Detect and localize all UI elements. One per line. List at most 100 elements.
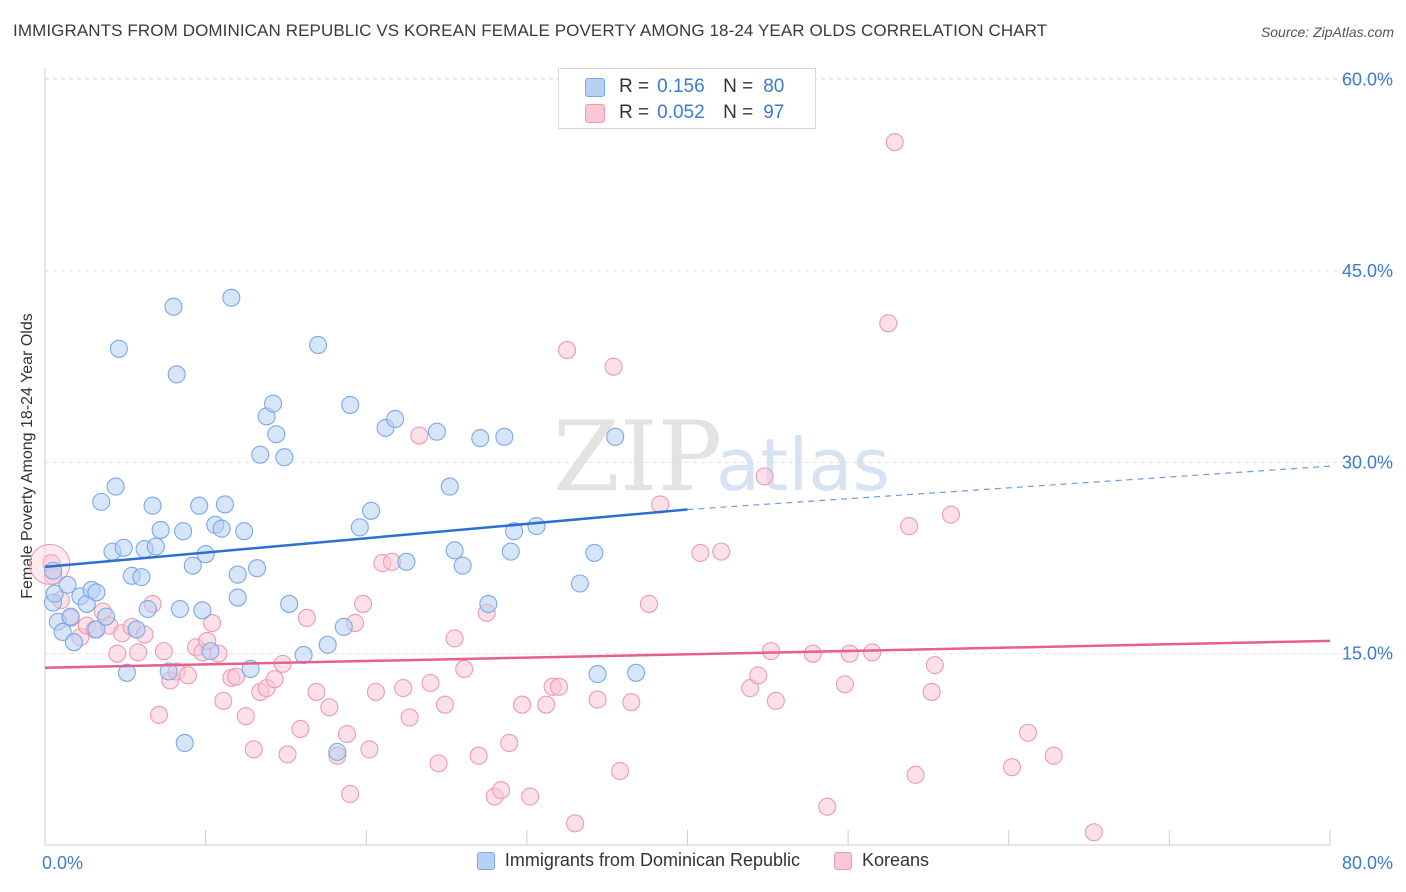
koreans-point [455,659,474,679]
koreans-point [761,642,781,661]
koreans-point [749,666,768,685]
dominican-point [350,518,369,537]
koreans-point [1002,758,1022,777]
dominican-point [275,448,294,467]
dominican-point [96,607,116,626]
dominican-point [87,583,106,602]
dominican-point [175,733,194,753]
dominican-point [341,395,360,414]
koreans-point [421,673,440,693]
dominican-point [151,520,170,539]
watermark-atlas: atlas [716,423,890,507]
dominican-point [362,501,381,520]
koreans-point [906,765,925,784]
dominican-point [427,422,446,441]
dominican-point [174,522,193,541]
r-value: 0.052 [657,102,705,123]
legend-item-dominican[interactable]: Immigrants from Dominican Republic [476,850,801,871]
stats-row-koreans: R = 0.052 N = 97 [585,101,784,125]
koreans-point [1018,723,1038,742]
koreans-point [879,314,898,333]
dominican-point [45,584,64,603]
trend-koreans [44,639,1331,669]
n-label: N = [723,102,754,123]
chart-title: IMMIGRANTS FROM DOMINICAN REPUBLIC VS KO… [13,21,1048,40]
dominican-point [228,565,247,584]
koreans-point [803,644,822,663]
koreans-point [129,643,148,662]
koreans-point [1084,823,1103,842]
koreans-point [885,133,904,152]
koreans-point [500,733,519,753]
koreans-point [863,643,882,662]
koreans-point [307,682,326,701]
koreans-point [203,614,222,633]
koreans-point [766,691,785,710]
legend-swatch-koreans [834,851,853,870]
koreans-point [154,642,173,661]
dominican-point [222,288,241,307]
koreans-point [840,644,859,663]
dominican-point [588,665,607,684]
koreans-point [394,679,413,698]
dominican-point [87,620,106,639]
r-label: R = [619,76,650,97]
koreans-point [604,357,623,376]
dominican-point [318,635,337,654]
dominican-point [328,742,347,761]
dominican-point [146,537,165,556]
koreans-point [410,426,429,445]
dominican-point [501,542,520,561]
n-value: 97 [763,102,785,123]
dominican-point [504,522,524,541]
koreans-point [366,682,385,701]
dominican-point [235,522,254,541]
koreans-point [227,667,246,686]
dominican-point [445,541,464,560]
r-value: 0.156 [657,76,705,97]
dominican-point [397,552,416,571]
dominican-point [61,607,80,626]
series-dominican [43,288,646,761]
koreans-point [337,724,357,744]
legend-label-dominican: Immigrants from Dominican Republic [504,850,801,870]
legend-item-koreans[interactable]: Koreans [834,850,929,871]
trend-dominican [44,508,688,569]
koreans-point [341,784,360,804]
dominican-point [114,538,133,557]
dominican-point [164,297,183,316]
dominican-point [386,409,405,429]
n-value: 80 [763,76,785,97]
n-label: N = [723,76,754,97]
koreans-point [513,695,532,714]
koreans-point [900,517,919,536]
koreans-point [610,761,630,781]
koreans-point [941,505,960,524]
dominican-point [471,429,490,448]
koreans-point [278,745,297,764]
koreans-point [1044,746,1063,765]
koreans-point [537,695,556,714]
koreans-point [818,797,837,816]
dominican-point [334,617,353,636]
koreans-point [566,814,585,833]
koreans-point [445,629,464,648]
dominican-point [585,543,604,562]
dominican-point [159,662,178,681]
stats-row-dominican: R = 0.156 N = 80 [585,75,784,99]
trend-dominican-extension [687,465,1331,511]
koreans-point [429,754,448,773]
dominican-point [138,599,157,619]
koreans-point [291,719,310,738]
r-label: R = [619,102,650,123]
dominican-point [127,620,146,639]
source-label: Source: ZipAtlas.com [1260,24,1394,40]
dominican-point [228,588,247,607]
koreans-point [622,693,641,712]
dominican-point [280,594,299,613]
y-tick-labels: 15.0% 30.0% 45.0% 60.0% [1342,70,1393,664]
legend-swatch-dominican [476,851,495,870]
dominican-point [570,574,589,593]
watermark: ZIP atlas [553,401,890,513]
